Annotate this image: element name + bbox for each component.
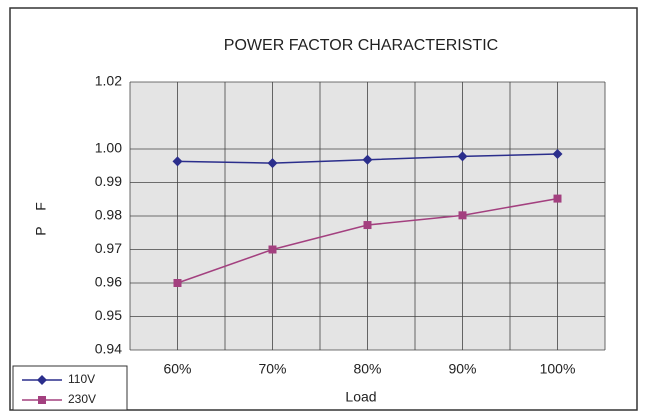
y-tick-label: 1.02 [95, 73, 122, 89]
data-point [268, 245, 277, 254]
data-point [173, 279, 182, 287]
legend-label: 230V [68, 392, 96, 406]
data-point [552, 149, 563, 160]
x-tick-label: 70% [258, 361, 286, 377]
data-point [267, 158, 278, 169]
y-tick-label: 0.94 [95, 341, 122, 357]
legend-label: 110V [68, 372, 95, 386]
y-tick-label: 0.95 [95, 307, 122, 323]
y-tick-label: 0.98 [95, 207, 122, 223]
y-tick-label: 0.99 [95, 173, 122, 189]
data-point [363, 221, 372, 230]
y-tick-label: 0.96 [95, 274, 122, 290]
x-axis-label: Load [345, 389, 376, 405]
data-point [458, 211, 467, 220]
y-tick-label: 1.00 [95, 140, 122, 156]
x-tick-label: 90% [448, 361, 476, 377]
y-axis-label: P F [33, 196, 49, 236]
y-tick-label: 0.97 [95, 240, 122, 256]
legend-box [12, 365, 128, 411]
x-tick-label: 100% [540, 361, 576, 377]
legend-marker [37, 375, 47, 385]
data-point [457, 151, 468, 162]
data-point [362, 154, 373, 165]
data-point [553, 194, 562, 203]
chart-title: POWER FACTOR CHARACTERISTIC [224, 37, 498, 54]
data-point [172, 156, 183, 167]
x-tick-label: 60% [163, 361, 191, 377]
legend-marker [38, 396, 46, 404]
x-tick-label: 80% [353, 361, 381, 377]
